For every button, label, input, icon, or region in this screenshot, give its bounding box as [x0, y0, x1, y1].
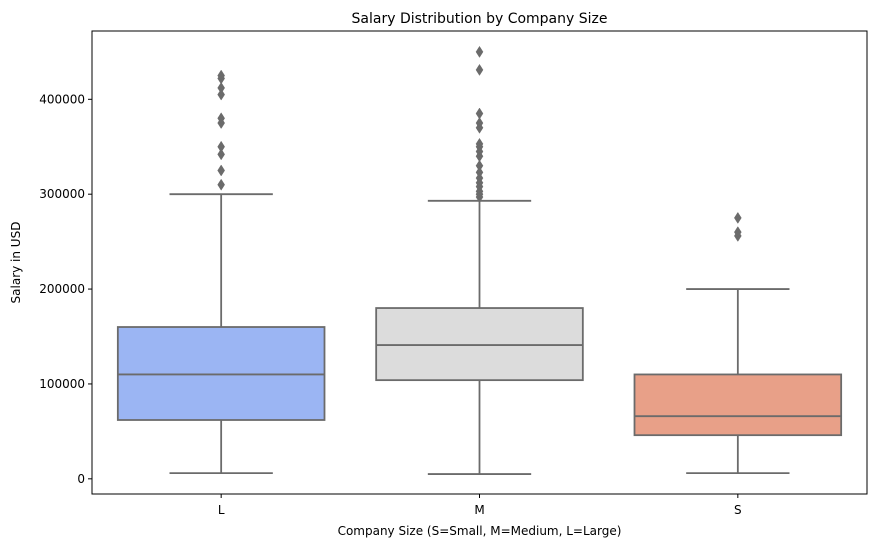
outlier-point — [217, 178, 225, 191]
x-tick-label: S — [734, 503, 742, 517]
x-tick-label: L — [218, 503, 225, 517]
outlier-point — [217, 140, 225, 153]
y-tick-label: 100000 — [39, 377, 85, 391]
outlier-point — [734, 226, 742, 239]
chart-marks — [116, 45, 843, 475]
outlier-point — [475, 159, 484, 172]
outlier-point — [217, 69, 225, 82]
outlier-point — [475, 137, 484, 150]
x-tick-label: M — [474, 503, 484, 517]
outlier-point — [734, 211, 742, 224]
box-group-L — [116, 69, 326, 475]
outlier-point — [217, 164, 225, 177]
outlier-point — [217, 81, 225, 94]
box-L — [116, 326, 326, 421]
y-tick-label: 0 — [77, 472, 85, 486]
y-tick-label: 200000 — [39, 282, 85, 296]
x-axis-label: Company Size (S=Small, M=Medium, L=Large… — [338, 524, 622, 538]
chart-title: Salary Distribution by Company Size — [352, 11, 608, 27]
outlier-point — [475, 45, 484, 58]
box-group-M — [375, 45, 584, 475]
outlier-point — [217, 148, 225, 161]
y-axis: 0 100000 200000 300000 400000 — [39, 92, 92, 486]
y-tick-label: 300000 — [39, 187, 85, 201]
outlier-point — [217, 112, 225, 125]
box-S — [633, 373, 843, 437]
y-axis-label: Salary in USD — [9, 222, 23, 304]
box-M — [375, 307, 584, 382]
outlier-point — [475, 166, 484, 179]
outlier-point — [475, 117, 484, 129]
outlier-point — [475, 63, 484, 76]
y-tick-label: 400000 — [39, 92, 85, 106]
outlier-point — [217, 88, 225, 101]
box-group-S — [633, 211, 843, 475]
outlier-point — [475, 107, 484, 120]
